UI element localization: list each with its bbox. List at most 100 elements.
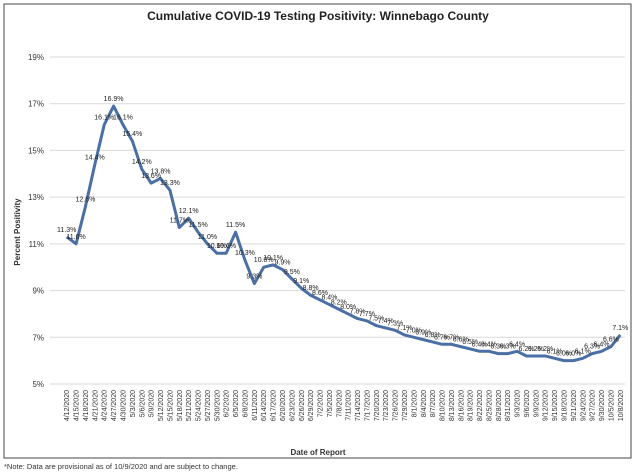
- data-label: 9.9%: [275, 260, 291, 267]
- data-label: 7.8%: [350, 309, 366, 316]
- x-tick-label: 9/15/2020: [552, 390, 559, 421]
- x-tick-label: 6/20/2020: [280, 390, 287, 421]
- data-label: 6.8%: [425, 332, 441, 339]
- x-tick-label: 4/21/2020: [92, 390, 99, 421]
- data-label: 7.4%: [378, 318, 394, 325]
- x-tick-label: 7/14/2020: [355, 390, 362, 421]
- x-tick-label: 8/13/2020: [449, 390, 456, 421]
- data-label: 6.0%: [565, 351, 581, 358]
- data-label: 10.0%: [254, 257, 274, 264]
- x-axis-title: Date of Report: [290, 448, 345, 457]
- data-label: 11.5%: [226, 222, 245, 229]
- data-label: 8.8%: [303, 285, 319, 292]
- x-tick-label: 7/17/2020: [364, 390, 371, 421]
- chart-frame: [3, 3, 632, 459]
- data-label: 6.2%: [537, 346, 553, 353]
- x-tick-label: 6/23/2020: [289, 390, 296, 421]
- data-label: 13.8%: [151, 168, 171, 175]
- data-label: 10.6%: [216, 243, 236, 250]
- data-label: 6.2%: [528, 346, 544, 353]
- x-tick-label: 8/19/2020: [468, 390, 475, 421]
- data-label: 6.4%: [509, 341, 525, 348]
- data-label: 6.6%: [453, 337, 469, 344]
- data-label: 8.6%: [312, 290, 328, 297]
- data-label: 10.3%: [235, 250, 255, 257]
- y-tick-label: 15%: [28, 146, 44, 155]
- x-tick-label: 9/27/2020: [590, 390, 597, 421]
- x-tick-label: 9/6/2020: [524, 390, 531, 417]
- data-label: 6.4%: [481, 341, 497, 348]
- data-label: 6.1%: [575, 348, 591, 355]
- x-tick-label: 6/8/2020: [242, 390, 249, 417]
- data-label: 8.0%: [340, 304, 356, 311]
- x-tick-label: 4/30/2020: [120, 390, 127, 421]
- data-label: 11.3%: [57, 227, 76, 234]
- data-label: 9.3%: [246, 274, 262, 281]
- x-tick-label: 4/18/2020: [83, 390, 90, 421]
- x-tick-label: 5/18/2020: [177, 390, 184, 421]
- data-label: 7.0%: [406, 327, 422, 334]
- data-label: 6.7%: [443, 334, 459, 341]
- y-tick-label: 5%: [32, 380, 44, 389]
- x-tick-label: 5/12/2020: [158, 390, 165, 421]
- data-label: 11.0%: [66, 234, 85, 241]
- data-label: 8.2%: [331, 299, 347, 306]
- x-tick-label: 8/31/2020: [505, 390, 512, 421]
- data-label: 9.5%: [284, 269, 300, 276]
- data-label: 6.3%: [490, 344, 506, 351]
- data-label: 16.1%: [113, 115, 133, 122]
- x-tick-label: 6/29/2020: [308, 390, 315, 421]
- data-label: 14.2%: [132, 159, 152, 166]
- y-tick-label: 17%: [28, 100, 44, 109]
- chart-title: Cumulative COVID-19 Testing Positivity: …: [147, 9, 489, 23]
- x-tick-label: 9/9/2020: [533, 390, 540, 417]
- x-tick-label: 5/24/2020: [196, 390, 203, 421]
- data-label: 11.7%: [170, 218, 189, 225]
- x-tick-label: 8/16/2020: [458, 390, 465, 421]
- x-tick-label: 8/28/2020: [496, 390, 503, 421]
- data-label: 9.1%: [293, 278, 309, 285]
- x-tick-label: 4/27/2020: [111, 390, 118, 421]
- x-tick-label: 6/5/2020: [233, 390, 240, 417]
- x-tick-label: 7/26/2020: [393, 390, 400, 421]
- x-tick-label: 8/10/2020: [440, 390, 447, 421]
- x-tick-label: 7/20/2020: [374, 390, 381, 421]
- data-label: 11.0%: [198, 234, 217, 241]
- data-label: 6.4%: [472, 341, 488, 348]
- data-label: 6.4%: [594, 341, 610, 348]
- x-tick-label: 6/2/2020: [224, 390, 231, 417]
- y-tick-label: 13%: [28, 193, 44, 202]
- data-label: 13.3%: [160, 180, 180, 187]
- data-label: 15.4%: [122, 131, 142, 138]
- x-tick-label: 5/3/2020: [130, 390, 137, 417]
- x-tick-label: 6/11/2020: [252, 390, 259, 421]
- x-tick-label: 5/6/2020: [139, 390, 146, 417]
- x-tick-label: 5/30/2020: [214, 390, 221, 421]
- data-label: 6.1%: [547, 348, 563, 355]
- data-label: 14.4%: [85, 154, 105, 161]
- data-label: 13.6%: [141, 173, 161, 180]
- data-label: 16.1%: [94, 115, 114, 122]
- data-label: 6.2%: [518, 346, 534, 353]
- y-axis-title: Percent Positivity: [13, 198, 22, 266]
- data-label: 11.5%: [188, 222, 207, 229]
- x-tick-label: 8/4/2020: [421, 390, 428, 417]
- x-tick-label: 7/11/2020: [346, 390, 353, 421]
- x-tick-label: 9/18/2020: [562, 390, 569, 421]
- data-label: 7.1%: [612, 325, 628, 332]
- data-label: 12.6%: [76, 196, 96, 203]
- y-tick-label: 19%: [28, 53, 44, 62]
- x-tick-label: 10/8/2020: [618, 390, 625, 421]
- data-label: 10.6%: [207, 243, 227, 250]
- x-tick-label: 5/27/2020: [205, 390, 212, 421]
- x-tick-label: 7/5/2020: [327, 390, 334, 417]
- y-tick-label: 9%: [32, 287, 44, 296]
- x-tick-label: 10/5/2020: [608, 390, 615, 421]
- x-tick-label: 9/30/2020: [599, 390, 606, 421]
- x-tick-label: 7/2/2020: [318, 390, 325, 417]
- data-label: 6.3%: [584, 344, 600, 351]
- data-label: 8.4%: [321, 295, 337, 302]
- x-tick-label: 8/25/2020: [486, 390, 493, 421]
- x-tick-label: 7/23/2020: [383, 390, 390, 421]
